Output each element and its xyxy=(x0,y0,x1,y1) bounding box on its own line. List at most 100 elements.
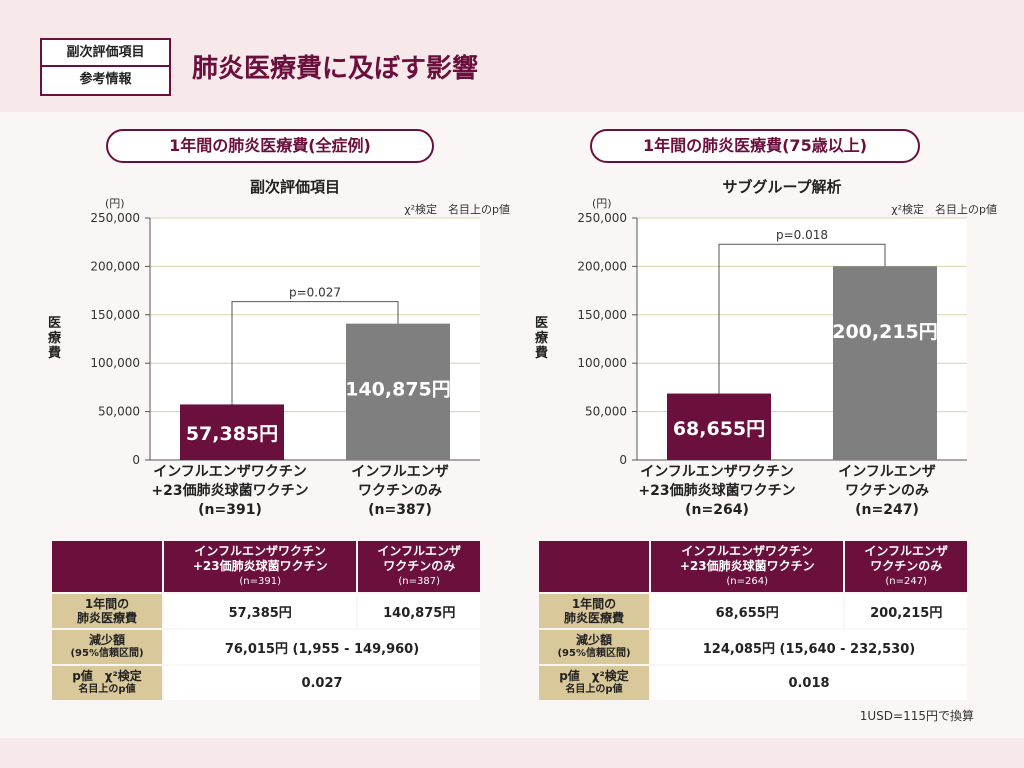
header-n: (n=247) xyxy=(885,576,928,587)
header-line2: +23価肺炎球菌ワクチン xyxy=(679,559,815,573)
summary-table: インフルエンザワクチン +23価肺炎球菌ワクチン (n=391) インフルエンザ… xyxy=(50,539,482,702)
bar-chart: 0 50,000 100,000 150,000 200,000 250,000 57,38… xyxy=(90,211,480,467)
table-col-header-flu-only: インフルエンザ ワクチンのみ (n=387) xyxy=(358,541,480,592)
row-header-reduction: 減少額 (95%信頼区間) xyxy=(539,630,649,664)
header-line1: インフルエンザワクチン xyxy=(194,544,327,558)
category-label-combo: インフルエンザワクチン +23価肺炎球菌ワクチン (n=264) xyxy=(617,463,817,520)
table-corner xyxy=(539,541,649,592)
y-tick-label: 100,000 xyxy=(577,356,627,370)
bar-flu-only xyxy=(346,323,450,460)
panel-title-pill: 1年間の肺炎医療費(75歳以上) xyxy=(590,129,920,163)
y-unit-label: (円) xyxy=(592,197,612,210)
row-header-annual-cost: 1年間の 肺炎医療費 xyxy=(52,594,162,628)
tag-primary: 副次評価項目 xyxy=(42,40,169,67)
panel-title-pill: 1年間の肺炎医療費(全症例) xyxy=(106,129,434,163)
row-header-line2: 名目上のp値 xyxy=(78,684,136,695)
row-header-line1: 1年間の xyxy=(84,597,130,611)
significance-bracket xyxy=(718,243,886,394)
chart-subtitle: サブグループ解析 xyxy=(722,178,842,196)
summary-table: インフルエンザワクチン +23価肺炎球菌ワクチン (n=264) インフルエンザ… xyxy=(537,539,969,702)
bar-value-label: 68,655円 xyxy=(673,418,765,440)
content-area: 1年間の肺炎医療費(全症例) 副次評価項目 (円) χ²検定 名目上のp値 医療… xyxy=(0,112,1024,738)
row-header-reduction: 減少額 (95%信頼区間) xyxy=(52,630,162,664)
header-n: (n=391) xyxy=(239,576,282,587)
header-n: (n=264) xyxy=(726,576,769,587)
chi-square-note: χ²検定 名目上のp値 xyxy=(891,203,997,216)
reduction-value: 76,015円 (1,955 - 149,960) xyxy=(164,630,480,664)
row-header-p-value: p値 χ²検定 名目上のp値 xyxy=(539,666,649,700)
y-axis-label: 医療費 xyxy=(48,316,62,361)
panel-75-plus: 1年間の肺炎医療費(75歳以上) サブグループ解析 (円) χ²検定 名目上のp… xyxy=(517,112,997,738)
bar-value-label: 57,385円 xyxy=(186,423,278,445)
table-col-header-combo: インフルエンザワクチン +23価肺炎球菌ワクチン (n=264) xyxy=(651,541,844,592)
bar-combo xyxy=(180,404,284,460)
bar-chart: 0 50,000 100,000 150,000 200,000 250,000 68,65… xyxy=(577,211,967,467)
category-n: (n=387) xyxy=(368,502,432,518)
y-tick-label: 200,000 xyxy=(90,259,140,273)
row-header-line1: 減少額 xyxy=(88,633,125,647)
reduction-value: 124,085円 (15,640 - 232,530) xyxy=(651,630,967,664)
category-line2: ワクチンのみ xyxy=(358,483,442,499)
header-line2: +23価肺炎球菌ワクチン xyxy=(192,559,328,573)
row-header-line2: 肺炎医療費 xyxy=(563,611,624,625)
category-label-flu-only: インフルエンザ ワクチンのみ (n=247) xyxy=(817,463,957,520)
currency-footnote: 1USD=115円で換算 xyxy=(859,709,974,723)
category-line1: インフルエンザ xyxy=(838,464,936,480)
y-tick-label: 200,000 xyxy=(577,259,627,273)
row-header-annual-cost: 1年間の 肺炎医療費 xyxy=(539,594,649,628)
category-line2: +23価肺炎球菌ワクチン xyxy=(638,483,796,499)
chi-square-note: χ²検定 名目上のp値 xyxy=(404,203,510,216)
y-tick-label: 50,000 xyxy=(98,405,140,419)
y-tick-label: 0 xyxy=(132,453,140,467)
category-n: (n=264) xyxy=(685,502,749,518)
y-unit-label: (円) xyxy=(105,197,125,210)
p-value-label: p=0.027 xyxy=(289,286,341,300)
y-tick-label: 50,000 xyxy=(585,405,627,419)
chart-subtitle: 副次評価項目 xyxy=(249,178,340,196)
y-tick-label: 100,000 xyxy=(90,356,140,370)
cost-value-flu-only: 200,215円 xyxy=(845,594,967,628)
significance-bracket xyxy=(231,301,399,405)
category-label-combo: インフルエンザワクチン +23価肺炎球菌ワクチン (n=391) xyxy=(130,463,330,520)
row-header-line2: 肺炎医療費 xyxy=(76,611,137,625)
category-line2: ワクチンのみ xyxy=(845,483,929,499)
header-n: (n=387) xyxy=(398,576,441,587)
category-label-flu-only: インフルエンザ ワクチンのみ (n=387) xyxy=(330,463,470,520)
p-value: 0.027 xyxy=(164,666,480,700)
header-line2: ワクチンのみ xyxy=(383,559,456,573)
y-tick-label: 150,000 xyxy=(90,308,140,322)
row-header-p-value: p値 χ²検定 名目上のp値 xyxy=(52,666,162,700)
y-tick-label: 250,000 xyxy=(577,211,627,225)
category-line1: インフルエンザ xyxy=(351,464,449,480)
page-title: 肺炎医療費に及ぼす影響 xyxy=(192,54,479,84)
y-tick-label: 150,000 xyxy=(577,308,627,322)
y-axis-label: 医療費 xyxy=(535,316,549,361)
header-line1: インフルエンザ xyxy=(377,544,462,558)
category-n: (n=391) xyxy=(198,502,262,518)
row-header-line2: (95%信頼区間) xyxy=(70,648,144,659)
header-line1: インフルエンザ xyxy=(864,544,949,558)
table-corner xyxy=(52,541,162,592)
category-n: (n=247) xyxy=(855,502,919,518)
cost-value-combo: 68,655円 xyxy=(651,594,844,628)
panel-all-cases: 1年間の肺炎医療費(全症例) 副次評価項目 (円) χ²検定 名目上のp値 医療… xyxy=(30,112,510,738)
row-header-line1: 1年間の xyxy=(571,597,617,611)
category-tag: 副次評価項目 参考情報 xyxy=(40,38,171,96)
row-header-line1: p値 χ²検定 xyxy=(559,669,629,683)
category-line1: インフルエンザワクチン xyxy=(153,464,307,480)
cost-value-combo: 57,385円 xyxy=(164,594,357,628)
y-tick-label: 0 xyxy=(619,453,627,467)
row-header-line2: (95%信頼区間) xyxy=(557,648,631,659)
table-col-header-flu-only: インフルエンザ ワクチンのみ (n=247) xyxy=(845,541,967,592)
bar-value-label: 200,215円 xyxy=(832,321,938,343)
cost-value-flu-only: 140,875円 xyxy=(358,594,480,628)
bar-combo xyxy=(667,393,771,460)
y-tick-label: 250,000 xyxy=(90,211,140,225)
row-header-line2: 名目上のp値 xyxy=(565,684,623,695)
bar-flu-only xyxy=(833,266,937,460)
p-value-label: p=0.018 xyxy=(776,228,828,242)
table-col-header-combo: インフルエンザワクチン +23価肺炎球菌ワクチン (n=391) xyxy=(164,541,357,592)
row-header-line1: 減少額 xyxy=(575,633,612,647)
category-line2: +23価肺炎球菌ワクチン xyxy=(151,483,309,499)
p-value: 0.018 xyxy=(651,666,967,700)
